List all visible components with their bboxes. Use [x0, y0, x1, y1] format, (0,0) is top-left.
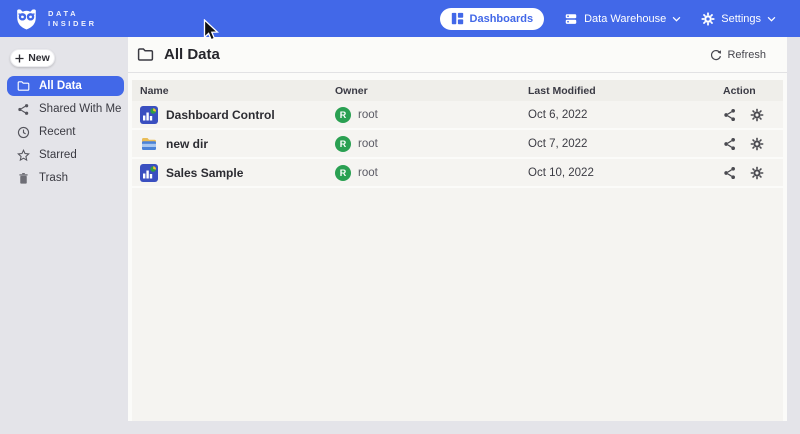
share-button[interactable]	[723, 108, 737, 122]
clock-icon	[17, 126, 30, 139]
new-button[interactable]: New	[10, 49, 55, 67]
chevron-down-icon	[672, 16, 681, 22]
sidebar-item-trash[interactable]: Trash	[7, 168, 124, 188]
owner-avatar: R	[335, 135, 351, 152]
app-logo: DATA INSIDER	[13, 5, 97, 32]
data-warehouse-label: Data Warehouse	[584, 12, 667, 25]
dashboard-file-icon	[140, 163, 158, 182]
file-table: Name Owner Last Modified Action D	[132, 80, 783, 421]
main-panel: All Data Refresh Name Owner Last Modifie…	[128, 37, 787, 421]
owner-avatar: R	[335, 106, 351, 123]
refresh-icon	[710, 49, 722, 61]
owner-name: root	[358, 137, 378, 150]
last-modified-date: Oct 7, 2022	[528, 137, 588, 150]
sidebar-item-label: Shared With Me	[39, 103, 122, 115]
gear-icon	[701, 12, 715, 26]
column-header-last-modified: Last Modified	[528, 84, 596, 97]
share-button[interactable]	[723, 137, 737, 151]
sidebar-item-label: Trash	[39, 172, 68, 184]
owl-logo-icon	[13, 5, 40, 32]
table-header-row: Name Owner Last Modified Action	[132, 80, 783, 101]
dashboard-file-icon	[140, 105, 158, 124]
database-icon	[564, 12, 578, 26]
row-settings-button[interactable]	[750, 108, 764, 122]
dashboard-grid-icon	[451, 12, 464, 25]
page-title: All Data	[164, 46, 220, 63]
top-navbar: DATA INSIDER Dashboards	[0, 0, 800, 37]
refresh-label: Refresh	[727, 48, 766, 61]
dashboards-button[interactable]: Dashboards	[439, 7, 545, 30]
file-name: Dashboard Control	[166, 107, 275, 122]
row-settings-button[interactable]	[750, 166, 764, 180]
plus-icon	[15, 53, 24, 63]
column-header-action: Action	[723, 84, 756, 97]
column-header-owner: Owner	[335, 84, 368, 97]
owner-avatar: R	[335, 164, 351, 181]
row-settings-button[interactable]	[750, 137, 764, 151]
folder-icon	[17, 80, 30, 92]
sidebar-item-label: Recent	[39, 126, 76, 138]
share-icon	[17, 103, 30, 116]
last-modified-date: Oct 10, 2022	[528, 166, 594, 179]
data-warehouse-menu[interactable]: Data Warehouse	[564, 12, 681, 26]
settings-menu[interactable]: Settings	[701, 12, 776, 26]
sidebar-item-recent[interactable]: Recent	[7, 122, 124, 142]
file-name: Sales Sample	[166, 165, 244, 180]
logo-line2: INSIDER	[48, 18, 97, 28]
sidebar-item-all-data[interactable]: All Data	[7, 76, 124, 96]
folder-file-icon	[140, 135, 158, 153]
dashboards-label: Dashboards	[469, 12, 534, 25]
table-row[interactable]: Sales Sample R root Oct 10, 2022	[132, 159, 783, 188]
sidebar: New All Data Shared With Me	[0, 37, 128, 434]
owner-name: root	[358, 166, 378, 179]
new-button-label: New	[28, 52, 50, 64]
file-name: new dir	[166, 136, 209, 151]
sidebar-item-shared-with-me[interactable]: Shared With Me	[7, 99, 124, 119]
last-modified-date: Oct 6, 2022	[528, 108, 588, 121]
logo-line1: DATA	[48, 8, 79, 18]
star-icon	[17, 148, 30, 162]
share-button[interactable]	[723, 166, 737, 180]
refresh-button[interactable]: Refresh	[704, 48, 772, 62]
table-row[interactable]: new dir R root Oct 7, 2022	[132, 130, 783, 159]
owner-name: root	[358, 108, 378, 121]
sidebar-item-starred[interactable]: Starred	[7, 145, 124, 165]
column-header-name: Name	[140, 84, 169, 97]
main-header: All Data Refresh	[128, 37, 787, 73]
chevron-down-icon	[767, 16, 776, 22]
sidebar-item-label: Starred	[39, 149, 77, 161]
trash-icon	[17, 172, 30, 185]
settings-label: Settings	[721, 12, 761, 25]
folder-icon	[137, 47, 154, 62]
table-row[interactable]: Dashboard Control R root Oct 6, 2022	[132, 101, 783, 130]
sidebar-item-label: All Data	[39, 80, 82, 92]
